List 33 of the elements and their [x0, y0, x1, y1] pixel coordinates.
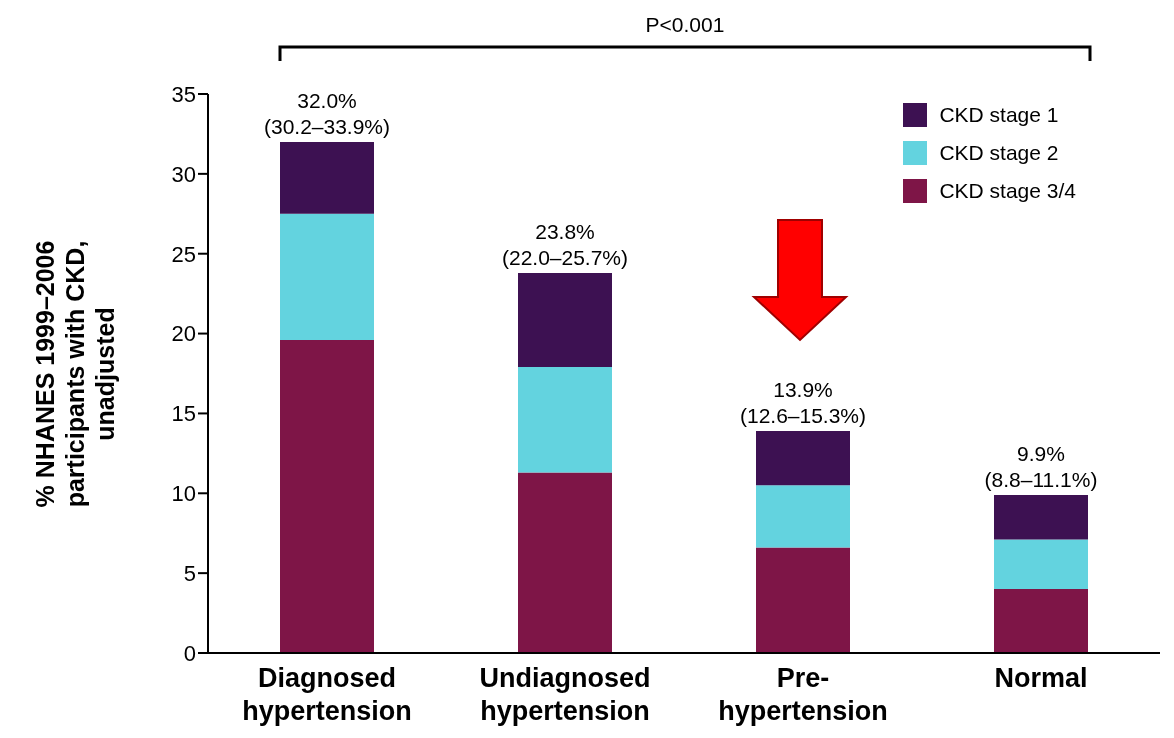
y-tick-label: 0 [183, 640, 196, 666]
total-label: 23.8% (22.0–25.7%) [501, 219, 629, 269]
bar [994, 494, 1088, 540]
total-label: 13.9% (12.6–15.3%) [739, 378, 867, 427]
total-label: 9.9% (8.8–11.1%) [984, 441, 1098, 491]
text: P<0.001 [645, 13, 725, 36]
x-tick-label: Normal [994, 663, 1088, 693]
bar [994, 589, 1088, 653]
x-tick-label: Undiagnosed hypertension [479, 663, 651, 726]
bar [518, 367, 612, 473]
bar [994, 539, 1088, 590]
x-tick-label: Diagnosed hypertension [242, 663, 412, 726]
y-tick-label: 30 [171, 161, 196, 187]
y-axis-title: % NHANES 1999–2006 participants with CKD, unadjusted [31, 240, 119, 508]
total-label: 32.0% (30.2–33.9%) [263, 88, 391, 138]
y-tick-label: 10 [171, 481, 196, 507]
y-tick-label: 20 [171, 321, 196, 347]
x-tick-label: Pre- hypertension [718, 663, 888, 726]
legend-label: CKD stage 3/4 [939, 179, 1076, 203]
bar [756, 485, 850, 548]
bar [280, 213, 374, 340]
y-tick-label: 25 [171, 241, 196, 267]
y-tick-label: 5 [183, 560, 196, 586]
bar [280, 141, 374, 214]
bar [280, 339, 374, 653]
legend-label: CKD stage 1 [939, 103, 1059, 127]
bar [518, 272, 612, 368]
legend-label: CKD stage 2 [939, 141, 1059, 165]
y-tick-label: 35 [171, 81, 196, 107]
y-tick-label: 15 [171, 401, 196, 427]
bar [756, 431, 850, 486]
bar [518, 472, 612, 653]
bar [756, 547, 850, 653]
